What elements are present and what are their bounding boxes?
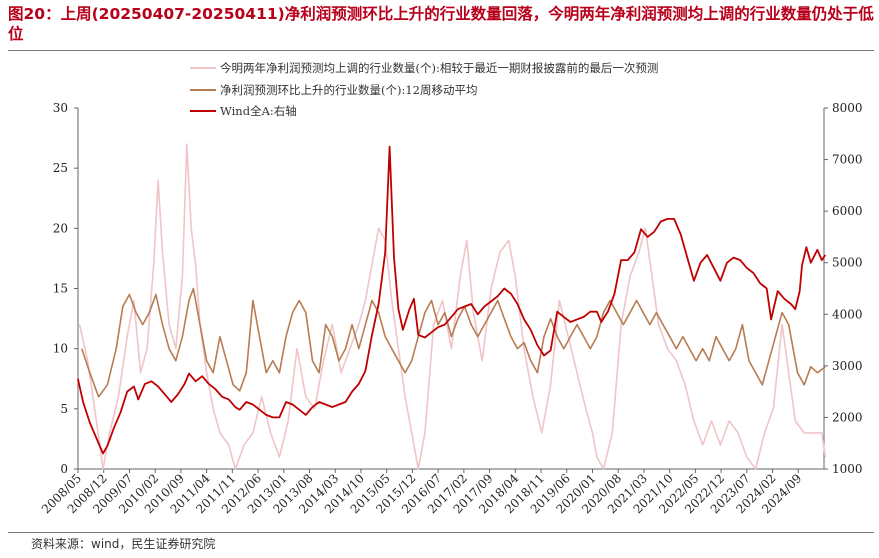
y-left-tick-label: 20	[53, 221, 68, 235]
y-left-tick-label: 0	[60, 462, 68, 476]
legend-item-moving-average: 净利润预测环比上升的行业数量(个):12周移动平均	[190, 83, 477, 97]
chart-title: 图20：上周(20250407-20250411)净利润预测环比上升的行业数量回…	[8, 5, 874, 43]
y-right-tick-label: 3000	[832, 359, 863, 373]
legend-label: 今明两年净利润预测均上调的行业数量(个):相较于最近一期财报披露前的最后一次预测	[220, 61, 658, 75]
source-note: 资料来源：wind，民生证券研究院	[31, 537, 216, 551]
y-right-tick-label: 7000	[832, 153, 863, 167]
y-left-tick-label: 15	[53, 282, 68, 296]
title-divider	[8, 50, 874, 51]
source-divider	[8, 532, 874, 533]
series-brown-moving-average	[81, 287, 826, 398]
axes: 0 5 10 15 20 25 30 1000 2000 3000 4000 5000 6000 7000…	[39, 101, 863, 516]
legend: 今明两年净利润预测均上调的行业数量(个):相较于最近一期财报披露前的最后一次预测…	[190, 61, 658, 118]
y-right-tick-label: 5000	[832, 256, 863, 270]
legend-label: 净利润预测环比上升的行业数量(个):12周移动平均	[220, 83, 477, 97]
plot-area	[77, 143, 827, 470]
series-pink-upgrade-count	[78, 143, 827, 470]
y-right-tick-label: 2000	[832, 410, 863, 424]
y-left-tick-label: 30	[53, 101, 68, 115]
y-right-tick-label: 6000	[832, 204, 863, 218]
series-red-wind-index	[77, 145, 827, 455]
y-right-tick-label: 8000	[832, 101, 863, 115]
legend-label: Wind全A:右轴	[220, 104, 297, 118]
y-right-tick-label: 4000	[832, 307, 863, 321]
y-left-tick-label: 25	[53, 161, 68, 175]
y-left-tick-label: 10	[53, 342, 68, 356]
y-right-tick-label: 1000	[832, 462, 863, 476]
legend-item-upgrade-count: 今明两年净利润预测均上调的行业数量(个):相较于最近一期财报披露前的最后一次预测	[190, 61, 658, 75]
legend-item-wind-index: Wind全A:右轴	[190, 104, 297, 118]
y-left-tick-label: 5	[60, 402, 68, 416]
